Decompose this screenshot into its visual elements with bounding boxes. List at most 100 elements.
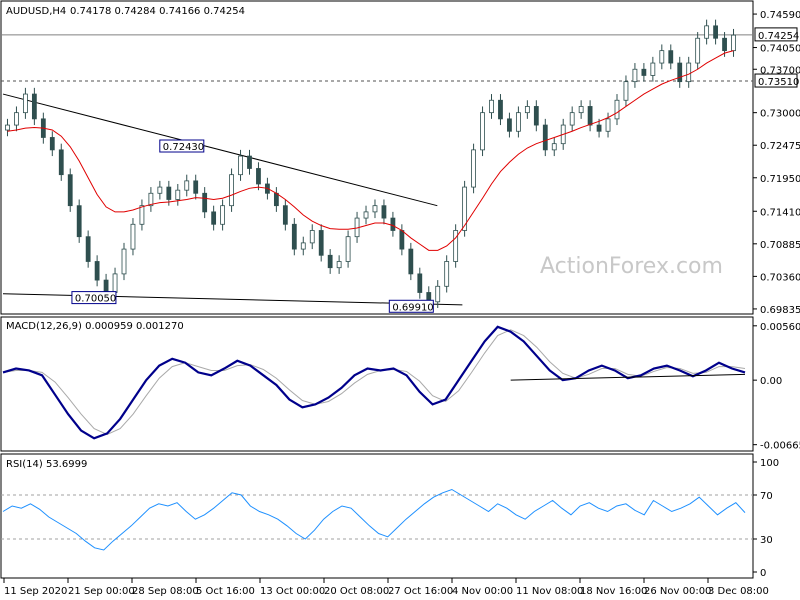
x-tick-label: 13 Oct 00:00 bbox=[260, 586, 325, 597]
candle-body bbox=[166, 186, 172, 200]
candle-body bbox=[515, 112, 521, 132]
candle-body bbox=[381, 205, 387, 219]
candle-body bbox=[623, 81, 629, 101]
candle-body bbox=[471, 149, 476, 188]
candle-body bbox=[587, 106, 593, 126]
candle-body bbox=[112, 273, 118, 293]
price-marker-box-1 bbox=[754, 73, 798, 88]
candle-body bbox=[704, 25, 710, 39]
macd-y-tick-label: 0.005607 bbox=[760, 322, 800, 333]
candle-body bbox=[444, 261, 450, 287]
moving-average-line bbox=[7, 50, 734, 251]
candle-body bbox=[220, 205, 226, 225]
candle-body bbox=[229, 174, 234, 207]
annotation-box-1 bbox=[71, 291, 117, 305]
macd-trendline bbox=[510, 373, 746, 381]
candle-body bbox=[399, 230, 405, 250]
macd-signal-line bbox=[2, 329, 746, 435]
candle-body bbox=[31, 93, 37, 120]
candle-body bbox=[435, 285, 441, 303]
candle-body bbox=[462, 186, 468, 231]
candle-body bbox=[722, 37, 727, 52]
x-tick-label: 18 Nov 16:00 bbox=[580, 586, 647, 597]
x-tick-label: 3 Dec 08:00 bbox=[708, 586, 769, 597]
candle-body bbox=[542, 124, 548, 151]
candle-body bbox=[157, 186, 163, 194]
candle-body bbox=[641, 68, 647, 76]
candle-body bbox=[659, 50, 665, 64]
watermark: ActionForex.com bbox=[540, 254, 723, 279]
price-y-tick-label: 0.71950 bbox=[760, 174, 800, 185]
candle-body bbox=[49, 137, 55, 151]
candle-body bbox=[85, 236, 91, 262]
candle-body bbox=[650, 62, 656, 76]
candle-body bbox=[605, 118, 611, 132]
price-horizontal-lines bbox=[1, 34, 753, 82]
candle-body bbox=[282, 205, 288, 225]
x-tick-label: 11 Nov 08:00 bbox=[516, 586, 583, 597]
candle-body bbox=[202, 192, 208, 213]
annotation-label-2: 0.69910 bbox=[392, 302, 433, 313]
rsi-y-axis: 100 70 30 0 bbox=[753, 458, 779, 579]
candle-body bbox=[345, 236, 351, 262]
candle-body bbox=[551, 143, 557, 151]
candle-body bbox=[23, 93, 28, 114]
x-tick-label: 11 Sep 2020 bbox=[4, 586, 67, 597]
candle-body bbox=[309, 230, 315, 244]
candle-body bbox=[596, 124, 602, 132]
candle-body bbox=[5, 124, 10, 131]
annotation-label-1: 0.70050 bbox=[75, 294, 116, 305]
macd-y-tick-label: 0.00 bbox=[760, 376, 782, 387]
candle-body bbox=[148, 192, 154, 207]
x-tick-label: 5 Oct 16:00 bbox=[196, 586, 255, 597]
price-y-tick-label: 0.69835 bbox=[760, 305, 800, 316]
macd-y-axis: 0.005607 0.00 -0.006656 bbox=[753, 322, 800, 452]
candle-body bbox=[121, 248, 127, 275]
macd-panel-frame bbox=[0, 316, 754, 452]
rsi-y-tick-label: 70 bbox=[760, 491, 773, 502]
price-y-tick-label: 0.73700 bbox=[760, 65, 800, 76]
price-y-tick-label: 0.72475 bbox=[760, 141, 800, 152]
price-trendline-0 bbox=[2, 93, 438, 207]
candle-body bbox=[256, 168, 261, 185]
candle-body bbox=[318, 230, 324, 256]
candle-body bbox=[390, 217, 396, 231]
candle-body bbox=[731, 34, 736, 52]
candle-body bbox=[569, 112, 575, 126]
x-tick-label: 4 Nov 00:00 bbox=[452, 586, 513, 597]
candle-body bbox=[372, 205, 378, 213]
annotation-label-0: 0.72430 bbox=[163, 142, 204, 153]
x-tick-label: 26 Nov 00:00 bbox=[644, 586, 711, 597]
candle-body bbox=[408, 248, 414, 275]
candles bbox=[5, 19, 736, 308]
candle-body bbox=[130, 223, 136, 250]
x-tick-label: 28 Sep 08:00 bbox=[132, 586, 199, 597]
candle-body bbox=[273, 192, 279, 207]
candle-body bbox=[507, 118, 512, 132]
candle-body bbox=[498, 99, 503, 120]
price-y-tick-label: 0.71410 bbox=[760, 207, 800, 218]
candle-body bbox=[238, 155, 243, 176]
candle-body bbox=[417, 273, 423, 293]
annotation-box-2 bbox=[388, 299, 434, 313]
macd-header: MACD(12,26,9) 0.000959 0.001270 bbox=[6, 321, 184, 332]
candle-body bbox=[336, 261, 342, 269]
x-tick-label: 21 Sep 00:00 bbox=[68, 586, 135, 597]
rsi-y-tick-label: 100 bbox=[760, 458, 779, 469]
candle-body bbox=[193, 180, 199, 194]
candle-body bbox=[363, 211, 369, 219]
macd-main-line bbox=[2, 325, 746, 440]
candle-body bbox=[668, 50, 674, 64]
macd-y-tick-label: -0.006656 bbox=[760, 441, 800, 452]
candle-body bbox=[480, 112, 485, 151]
candle-body bbox=[686, 62, 692, 83]
price-y-tick-label: 0.70885 bbox=[760, 240, 800, 251]
candle-body bbox=[489, 99, 494, 114]
rsi-header: RSI(14) 53.6999 bbox=[6, 459, 87, 470]
candle-body bbox=[713, 25, 718, 39]
price-y-tick-label: 0.70360 bbox=[760, 272, 800, 283]
candle-body bbox=[524, 106, 530, 114]
price-panel: 0.72430 0.70050 0.69910 AUDUSD,H4 0.74178 … bbox=[1, 6, 753, 313]
candle-body bbox=[614, 99, 620, 120]
rsi-panel-frame bbox=[0, 453, 754, 579]
